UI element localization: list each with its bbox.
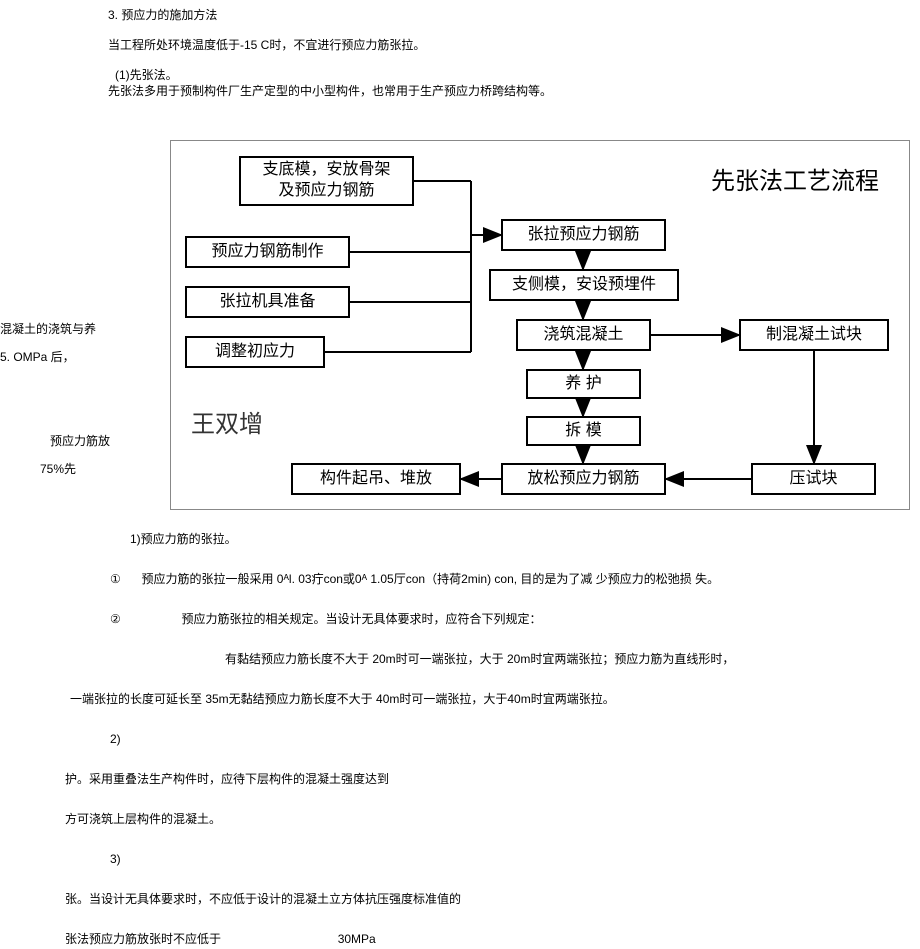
side-text-1: 混凝土的浇筑与养: [0, 320, 96, 339]
after-a11b: 30MPa: [338, 932, 376, 946]
after-a2: 预应力筋的张拉一般采用 0ᴬl. 03疔con或0ᴬ 1.05厅con（持荷2m…: [141, 572, 719, 586]
after-a3: 预应力筋张拉的相关规定。当设计无具体要求时，应符合下列规定：: [181, 612, 541, 626]
sub1-body: 先张法多用于预制构件厂生产定型的中小型构件，也常用于生产预应力桥跨结构等。: [108, 82, 552, 101]
after-a9: 3): [110, 850, 121, 869]
paragraph-1: 当工程所处环境温度低于-15 C时，不宜进行预应力筋张拉。: [108, 36, 425, 55]
sub1-title: 先张法。: [130, 68, 178, 82]
node-n9: 养 护: [526, 369, 641, 399]
after-a6: 2): [110, 730, 121, 749]
side-text-4: 75%先: [40, 460, 76, 479]
side-text-3: 预应力筋放: [50, 432, 110, 451]
after-a11-row: 张法预应力筋放张时不应低于 30MPa: [65, 930, 376, 949]
side-text-2: 5. OMPa 后，: [0, 348, 75, 367]
after-a2-num: ①: [110, 572, 121, 586]
node-n6: 支侧模，安设预埋件: [489, 269, 679, 301]
after-a10: 张。当设计无具体要求时，不应低于设计的混凝土立方体抗压强度标准值的: [65, 890, 461, 909]
node-n5: 张拉预应力钢筋: [501, 219, 666, 251]
flowchart-container: 先张法工艺流程 王双增 支底模，安放骨架及预应力钢筋 预应力钢筋制作 张拉机具准…: [170, 140, 910, 510]
node-n3: 张拉机具准备: [185, 286, 350, 318]
node-n7: 浇筑混凝土: [516, 319, 651, 351]
after-a7: 护。采用重叠法生产构件时，应待下层构件的混凝土强度达到: [65, 770, 389, 789]
node-n1: 支底模，安放骨架及预应力钢筋: [239, 156, 414, 206]
node-n10: 拆 模: [526, 416, 641, 446]
flowchart-watermark: 王双增: [191, 404, 263, 439]
node-n4: 调整初应力: [185, 336, 325, 368]
after-a1: 1)预应力筋的张拉。: [130, 530, 237, 549]
node-n12: 压试块: [751, 463, 876, 495]
section-heading: 3. 预应力的施加方法: [108, 6, 217, 25]
after-a5: 一端张拉的长度可延长至 35m无黏结预应力筋长度不大于 40m时可一端张拉，大于…: [70, 690, 615, 709]
node-n11: 放松预应力钢筋: [501, 463, 666, 495]
flowchart-title: 先张法工艺流程: [711, 161, 879, 196]
node-n13: 构件起吊、堆放: [291, 463, 461, 495]
node-n2: 预应力钢筋制作: [185, 236, 350, 268]
sub1-num: (1): [115, 68, 130, 82]
after-a11a: 张法预应力筋放张时不应低于: [65, 932, 221, 946]
after-a4: 有黏结预应力筋长度不大于 20m时可一端张拉，大于 20m时宜两端张拉；预应力筋…: [225, 650, 734, 669]
after-a3-row: ② 预应力筋张拉的相关规定。当设计无具体要求时，应符合下列规定：: [110, 610, 541, 629]
node-n8: 制混凝土试块: [739, 319, 889, 351]
after-a2-row: ① 预应力筋的张拉一般采用 0ᴬl. 03疔con或0ᴬ 1.05厅con（持荷…: [110, 570, 719, 589]
after-a8: 方可浇筑上层构件的混凝土。: [65, 810, 221, 829]
after-a3-num: ②: [110, 612, 121, 626]
